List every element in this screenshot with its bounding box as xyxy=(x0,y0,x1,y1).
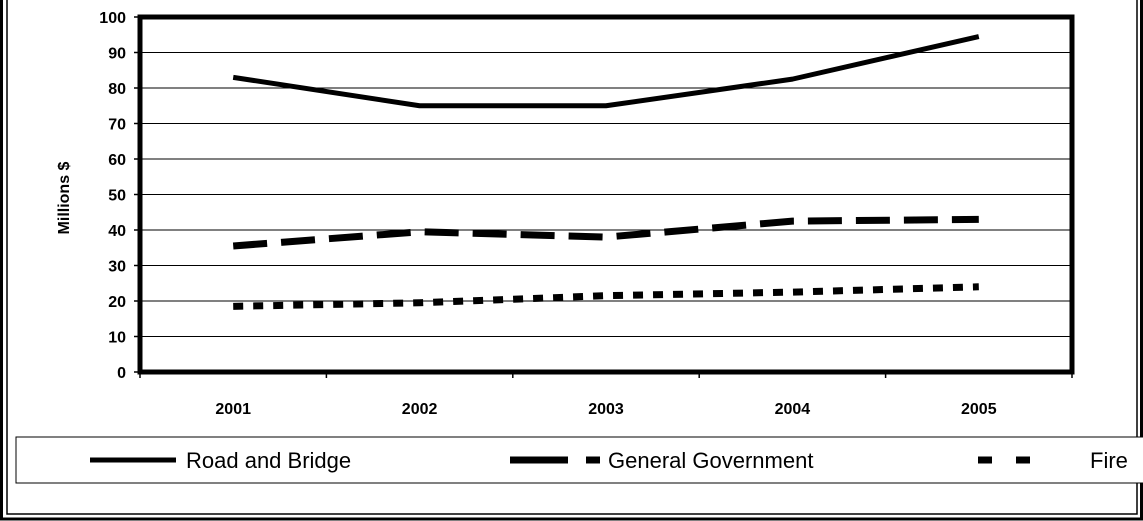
y-tick-label-70: 70 xyxy=(108,117,126,134)
x-tick-label-2001: 2001 xyxy=(215,401,251,418)
y-tick-label-100: 100 xyxy=(99,10,126,27)
y-axis-title: Millions $ xyxy=(56,161,73,234)
series-line-1 xyxy=(232,215,979,250)
gridlines xyxy=(140,52,1072,337)
legend-label-1: General Government xyxy=(608,448,813,473)
y-tick-label-10: 10 xyxy=(108,330,126,347)
y-tick-label-40: 40 xyxy=(108,223,126,240)
y-tick-label-50: 50 xyxy=(108,188,126,205)
y-tick-label-60: 60 xyxy=(108,152,126,169)
series-lines xyxy=(232,34,980,310)
y-tick-label-80: 80 xyxy=(108,81,126,98)
series-line-0 xyxy=(232,34,980,109)
legend-box xyxy=(15,436,1143,484)
y-tick-label-0: 0 xyxy=(117,365,126,382)
legend: Road and Bridge General Government Fire xyxy=(90,448,1128,473)
x-tick-labels: 2001 2002 2003 2004 2005 xyxy=(139,372,1073,418)
y-tick-label-30: 30 xyxy=(108,259,126,276)
x-tick-label-2005: 2005 xyxy=(961,401,997,418)
x-tick-label-2002: 2002 xyxy=(402,401,438,418)
inner-border xyxy=(6,0,1138,515)
y-tick-label-20: 20 xyxy=(108,294,126,311)
series-line-2 xyxy=(233,283,979,310)
legend-label-2: Fire xyxy=(1090,448,1128,473)
x-tick-label-2003: 2003 xyxy=(588,401,624,418)
y-tick-label-90: 90 xyxy=(108,46,126,63)
y-tick-labels: 0 10 20 30 40 50 60 70 80 90 100 xyxy=(99,10,140,382)
x-tick-label-2004: 2004 xyxy=(775,401,811,418)
legend-label-0: Road and Bridge xyxy=(186,448,351,473)
